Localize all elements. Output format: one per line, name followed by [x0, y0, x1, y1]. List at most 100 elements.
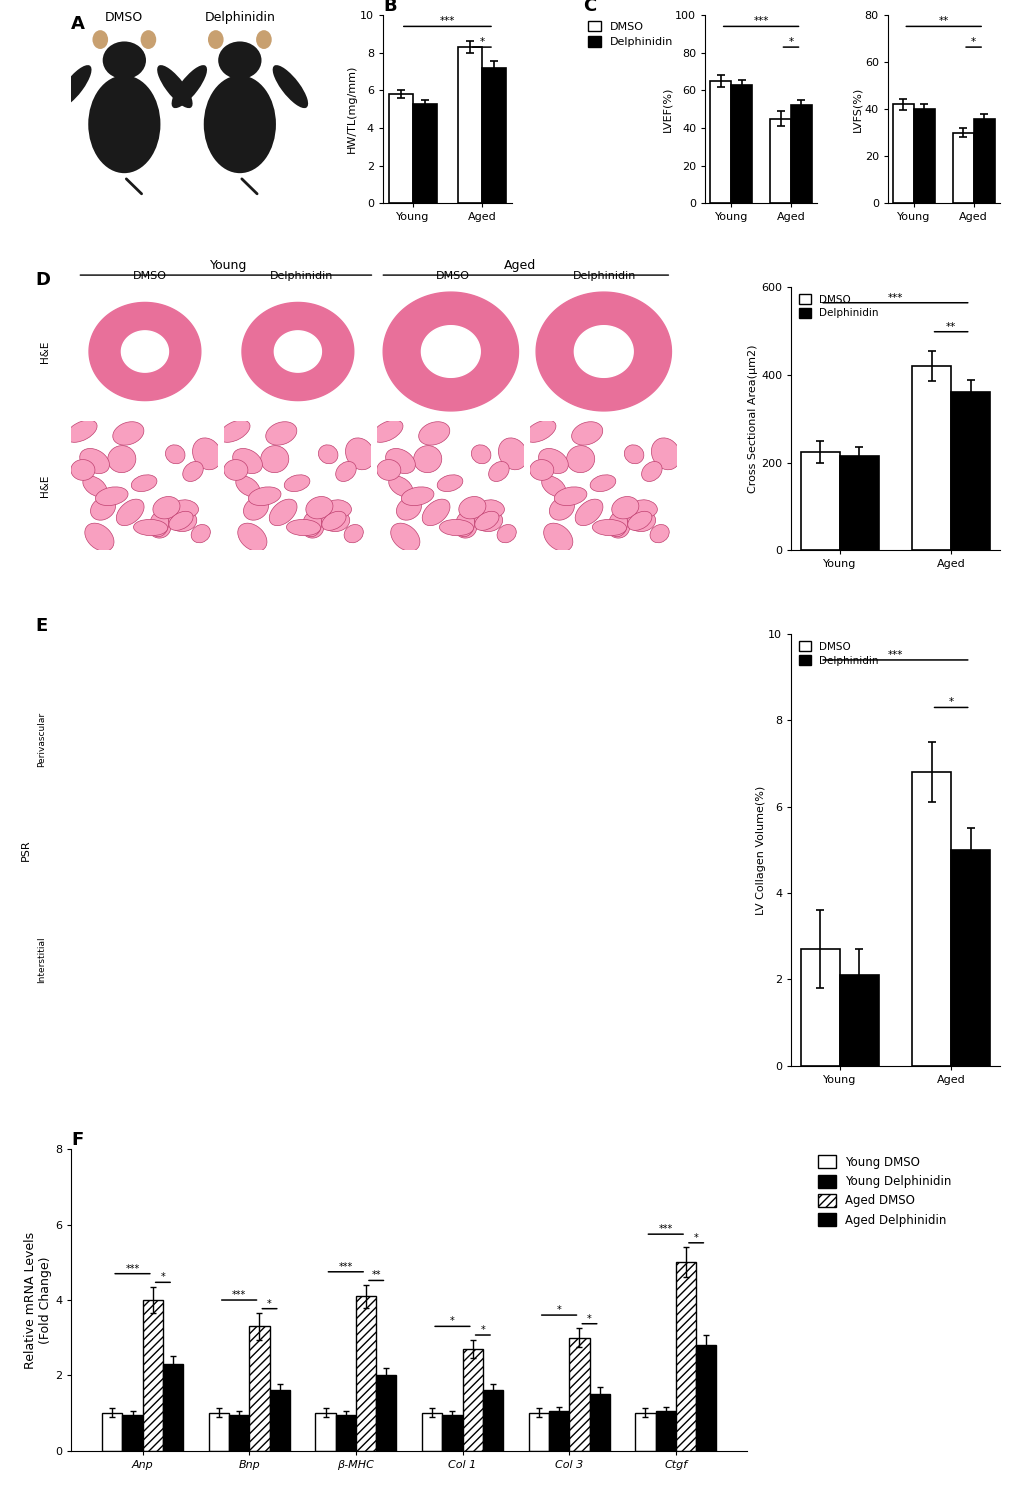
Text: ***: *** [231, 1290, 246, 1299]
Ellipse shape [89, 76, 160, 174]
Ellipse shape [261, 446, 288, 473]
Ellipse shape [237, 523, 267, 552]
Bar [209, 1413, 229, 1451]
Text: F: F [71, 1132, 84, 1150]
Bar [913, 109, 933, 204]
Bar [481, 68, 505, 204]
Text: *: * [480, 1325, 485, 1336]
Text: E: E [35, 616, 47, 635]
Ellipse shape [649, 524, 668, 542]
Ellipse shape [113, 422, 144, 446]
Ellipse shape [474, 509, 502, 532]
Text: D: D [35, 270, 50, 289]
Ellipse shape [571, 422, 602, 446]
Text: Delphinidin: Delphinidin [204, 11, 275, 24]
Ellipse shape [79, 449, 109, 473]
Bar [800, 452, 839, 550]
Bar [655, 1411, 676, 1451]
Text: *: * [479, 38, 484, 47]
Text: ***: *** [125, 1263, 140, 1274]
Bar [442, 1414, 463, 1451]
Ellipse shape [345, 438, 374, 470]
Text: *: * [693, 1233, 698, 1244]
Bar [589, 1395, 609, 1451]
Bar [839, 456, 878, 550]
Ellipse shape [171, 65, 207, 109]
Bar [950, 393, 989, 550]
Text: C: C [582, 0, 595, 15]
Ellipse shape [454, 517, 476, 538]
Ellipse shape [474, 511, 498, 530]
Ellipse shape [455, 512, 474, 536]
Ellipse shape [83, 476, 107, 497]
Ellipse shape [524, 420, 555, 443]
Ellipse shape [422, 499, 449, 526]
Ellipse shape [439, 520, 473, 536]
Ellipse shape [131, 474, 157, 491]
Ellipse shape [529, 459, 553, 480]
FancyArrowPatch shape [126, 178, 142, 193]
Ellipse shape [303, 512, 321, 536]
Ellipse shape [169, 511, 193, 530]
Ellipse shape [326, 500, 352, 517]
Y-axis label: Cross Sectional Area(μm2): Cross Sectional Area(μm2) [748, 345, 758, 493]
Ellipse shape [191, 524, 210, 542]
Polygon shape [383, 292, 518, 411]
Ellipse shape [70, 459, 95, 480]
Ellipse shape [165, 444, 184, 464]
Bar [122, 1414, 143, 1451]
Ellipse shape [343, 524, 363, 542]
Text: **: ** [371, 1271, 380, 1280]
Text: PSR: PSR [21, 839, 31, 861]
Ellipse shape [575, 499, 602, 526]
Text: Aged: Aged [503, 258, 535, 272]
Text: Young: Young [210, 258, 248, 272]
Bar [482, 1390, 502, 1451]
Bar [973, 118, 994, 204]
Polygon shape [242, 302, 354, 400]
Text: Perivascular: Perivascular [38, 712, 47, 768]
Bar [458, 47, 481, 204]
Ellipse shape [627, 511, 651, 530]
Ellipse shape [538, 449, 568, 473]
Text: *: * [970, 38, 975, 47]
Bar [569, 1337, 589, 1451]
Polygon shape [574, 326, 633, 378]
Ellipse shape [223, 459, 248, 480]
Text: B: B [382, 0, 396, 15]
Text: A: A [71, 15, 86, 33]
Bar [911, 772, 950, 1065]
Ellipse shape [553, 487, 586, 506]
Ellipse shape [496, 524, 516, 542]
Ellipse shape [627, 509, 655, 532]
Ellipse shape [624, 444, 643, 464]
Ellipse shape [388, 476, 413, 497]
Text: *: * [449, 1316, 454, 1327]
Bar [950, 849, 989, 1065]
Bar [422, 1413, 442, 1451]
Ellipse shape [141, 30, 156, 48]
Bar [528, 1413, 548, 1451]
Text: DMSO: DMSO [105, 11, 144, 24]
Bar [388, 94, 413, 204]
Ellipse shape [96, 487, 128, 506]
Ellipse shape [103, 41, 146, 79]
Bar [800, 949, 839, 1065]
Ellipse shape [418, 422, 449, 446]
Text: ***: *** [439, 17, 454, 26]
Text: H&E: H&E [40, 340, 50, 363]
Text: H&E: H&E [40, 474, 50, 497]
Bar [315, 1413, 335, 1451]
Text: *: * [948, 698, 953, 707]
Text: *: * [556, 1306, 560, 1315]
Ellipse shape [306, 497, 332, 518]
Ellipse shape [607, 517, 629, 538]
Bar [548, 1411, 569, 1451]
Ellipse shape [376, 459, 400, 480]
Y-axis label: LVFS(%): LVFS(%) [851, 86, 861, 131]
Bar [892, 104, 913, 204]
Bar [635, 1413, 655, 1451]
Bar [413, 104, 436, 204]
Ellipse shape [149, 517, 170, 538]
Ellipse shape [218, 41, 261, 79]
